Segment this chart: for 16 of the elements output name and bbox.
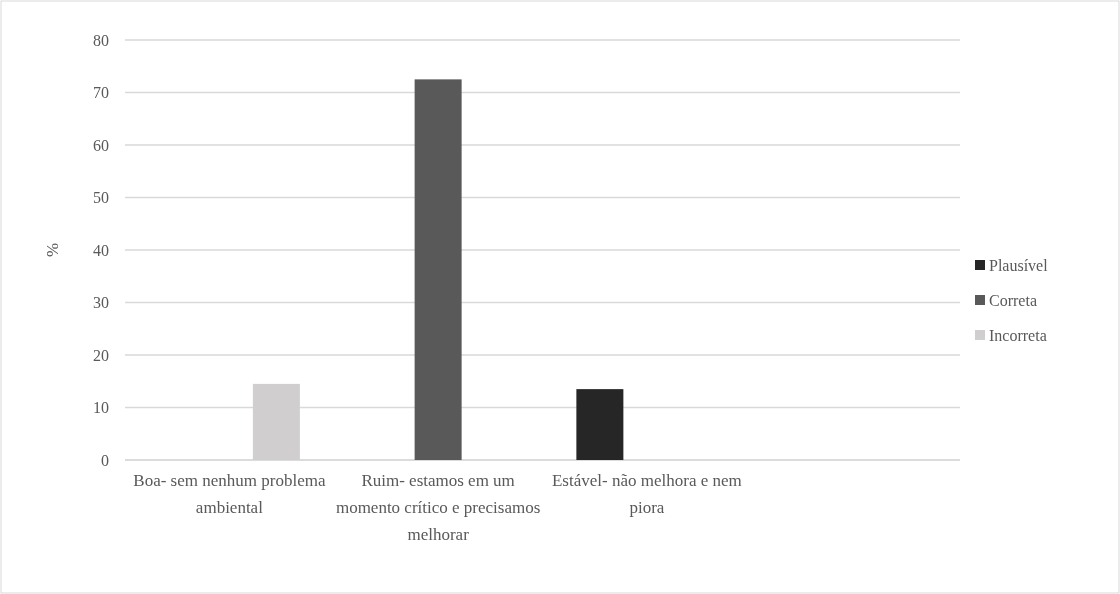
legend-label: Correta [989,291,1037,309]
y-tick-label: 20 [93,346,109,364]
y-axis-title: % [43,242,62,258]
y-tick-label: 40 [93,241,109,259]
y-tick-label: 80 [93,31,109,49]
y-tick-label: 50 [93,189,109,207]
y-tick-label: 0 [101,451,109,469]
y-tick-label: 10 [93,399,109,417]
y-tick-label: 60 [93,136,109,154]
x-tick-label: Boa- sem nenhum problema ambiental [133,471,326,517]
y-tick-label: 70 [93,84,109,102]
y-tick-label: 30 [93,294,109,312]
x-tick-label: Estável- não melhora e nem piora [551,471,742,517]
legend-label: Incorreta [989,326,1047,344]
legend-label: Plausível [989,256,1049,274]
x-tick-label: Ruim- estamos em um momento crítico e precisamos melhorar [335,471,541,544]
